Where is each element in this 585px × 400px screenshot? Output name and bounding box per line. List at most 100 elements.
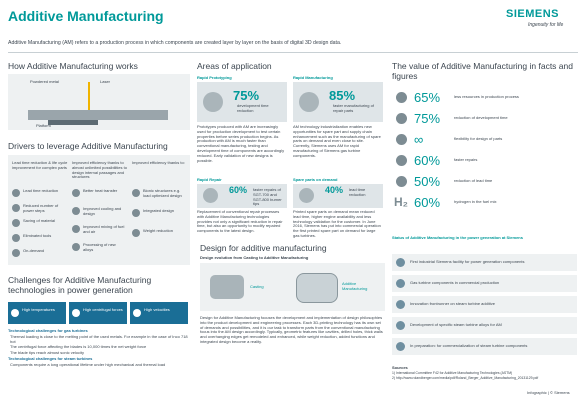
icon bbox=[299, 92, 319, 112]
status-item: In preparation: for commercialization of… bbox=[392, 338, 577, 355]
driver-item: Better heat transfer bbox=[83, 188, 118, 193]
icon bbox=[72, 207, 80, 215]
design-label: Casting bbox=[250, 284, 264, 289]
diagram-label: Laser bbox=[100, 79, 111, 84]
icon bbox=[132, 229, 140, 237]
drivers-panel: Lead time reduction & life cycle improve… bbox=[8, 155, 190, 265]
section-title: Design for additive manufacturing bbox=[200, 243, 327, 253]
icon bbox=[12, 249, 20, 257]
status-text: Gas turbine components in commercial pro… bbox=[410, 280, 500, 285]
card-label: Rapid Manufacturing bbox=[293, 75, 333, 80]
driver-heading: Improved efficiency thanks to almost unl… bbox=[72, 160, 127, 180]
fact-stat: 60% bbox=[414, 153, 441, 168]
challenge-box: High velocities bbox=[130, 302, 188, 324]
card-image: 60% faster repairs of SGT-700 and SGT-800… bbox=[197, 184, 287, 208]
driver-item: On-demand bbox=[23, 248, 45, 253]
icon bbox=[12, 204, 20, 212]
card-text: Printed spare parts on demand mean reduc… bbox=[293, 209, 381, 238]
bullet: Components require a long operational li… bbox=[10, 362, 166, 367]
icon bbox=[396, 279, 405, 288]
icon bbox=[72, 189, 80, 197]
facts: 65% less resources in production process 7… bbox=[392, 90, 577, 222]
icon bbox=[132, 189, 140, 197]
icon bbox=[396, 92, 407, 103]
driver-item: Processing of new alloys bbox=[83, 242, 116, 252]
fact-label: hydrogen in the fuel mix bbox=[454, 199, 497, 204]
fact-stat: ∞ bbox=[414, 132, 424, 147]
fact-stat: 50% bbox=[414, 174, 441, 189]
driver-item: Eliminated tools bbox=[23, 233, 52, 238]
bullet: The centrifugal force affecting the blad… bbox=[10, 344, 147, 349]
icon bbox=[396, 342, 405, 351]
fact-label: less resources in production process bbox=[454, 94, 519, 99]
design-text: Design for Additive Manufacturing focuse… bbox=[200, 315, 383, 344]
card-text: Prototypes produced with AM are increasi… bbox=[197, 124, 285, 163]
section-title: Challenges for Additive Manufacturing te… bbox=[8, 275, 152, 295]
card: Rapid Repair 60% faster repairs of SGT-700… bbox=[197, 177, 287, 242]
card: Rapid Manufacturing 85% faster manufacturi… bbox=[293, 75, 383, 174]
challenge-boxes: High temperatures High centrifugal forces… bbox=[8, 302, 190, 324]
icon bbox=[396, 134, 407, 145]
card-image: 40% lead time reduction bbox=[293, 184, 383, 208]
card-stat: 40% bbox=[325, 185, 344, 195]
card-text: AM technology industrialization enables … bbox=[293, 124, 381, 158]
card-stat-label: development time reduction bbox=[237, 103, 269, 113]
card-image: 75% development time reduction bbox=[197, 82, 287, 122]
powder-bed bbox=[28, 110, 168, 120]
section-title: How Additive Manufacturing works bbox=[8, 61, 138, 71]
icon bbox=[11, 309, 19, 317]
section-title: Areas of application bbox=[197, 61, 272, 71]
sources-title: Sources bbox=[392, 365, 408, 370]
beam bbox=[88, 82, 90, 114]
card-label: Rapid Prototyping bbox=[197, 75, 232, 80]
driver-item: Saving of material bbox=[23, 218, 56, 223]
challenge-box: High temperatures bbox=[8, 302, 66, 324]
casting-part bbox=[210, 275, 244, 299]
challenge-label: High temperatures bbox=[22, 307, 55, 312]
icon bbox=[72, 309, 80, 317]
design-label: Additive Manufacturing bbox=[342, 281, 368, 291]
fact-prefix: H₂ bbox=[394, 195, 408, 209]
card-stat: 85% bbox=[329, 88, 356, 103]
fact-stat: 75% bbox=[414, 111, 441, 126]
icon bbox=[72, 243, 80, 251]
driver-item: Improved cooling and design bbox=[83, 206, 122, 216]
challenge-label: High velocities bbox=[144, 307, 170, 312]
am-part bbox=[296, 273, 338, 303]
card: Rapid Prototyping 75% development time red… bbox=[197, 75, 287, 174]
fact-label: flexibility for design of parts bbox=[454, 136, 503, 141]
card-stat-label: faster repairs of SGT-700 and SGT-800 bu… bbox=[253, 187, 282, 207]
icon bbox=[203, 92, 223, 112]
icon bbox=[396, 258, 405, 267]
icon bbox=[72, 225, 80, 233]
status-text: Innovation frontrunner on steam turbine … bbox=[410, 301, 495, 306]
challenge-heading: Technological challenges for gas turbine… bbox=[8, 328, 88, 333]
icon bbox=[133, 309, 141, 317]
driver-item: Weight reduction bbox=[143, 228, 173, 233]
card-stat-label: faster manufacturing of repair parts bbox=[333, 103, 374, 113]
fact-stat: 60% bbox=[414, 195, 441, 210]
challenge-heading: Technological challenges for steam turbi… bbox=[8, 356, 93, 361]
icon bbox=[132, 209, 140, 217]
card-stat: 60% bbox=[229, 185, 248, 195]
card-stat-label: lead time reduction bbox=[349, 187, 366, 197]
driver-heading: Improved efficiency thanks to: bbox=[132, 160, 185, 165]
status-list: First industrial Siemens facility for po… bbox=[392, 254, 577, 358]
status-text: First industrial Siemens facility for po… bbox=[410, 259, 525, 264]
fact-label: faster repairs bbox=[454, 157, 478, 162]
card-image: 85% faster manufacturing of repair parts bbox=[293, 82, 383, 122]
icon bbox=[12, 219, 20, 227]
status-text: Development of specific steam turbine al… bbox=[410, 322, 502, 327]
status-title: Status of Additive Manufacturing in the … bbox=[392, 235, 523, 240]
bullet: Thermal loading is close to the melting … bbox=[10, 334, 188, 344]
tagline: Ingenuity for life bbox=[528, 22, 564, 28]
driver-heading: Lead time reduction & life cycle improve… bbox=[12, 160, 68, 170]
cards: Rapid Prototyping 75% development time red… bbox=[197, 75, 385, 242]
logo: SIEMENS bbox=[506, 8, 560, 20]
subtitle: Design evolution from Casting to Additiv… bbox=[200, 255, 309, 260]
icon bbox=[396, 300, 405, 309]
card-text: Replacement of conventional repair proce… bbox=[197, 209, 283, 234]
status-item: Gas turbine components in commercial pro… bbox=[392, 275, 577, 292]
icon bbox=[203, 188, 218, 203]
